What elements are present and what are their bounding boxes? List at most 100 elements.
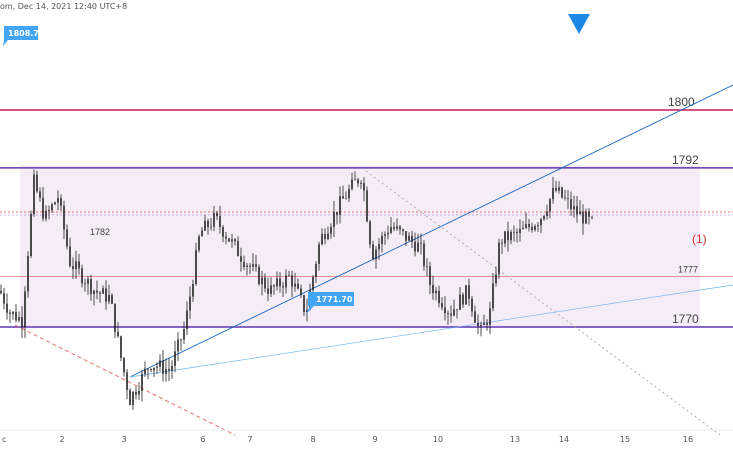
- candle-body: [498, 242, 500, 275]
- candle-body: [210, 226, 212, 228]
- candle-body: [480, 324, 482, 326]
- candle-body: [408, 235, 410, 241]
- candle-body: [369, 221, 371, 245]
- candle-body: [51, 204, 53, 211]
- candle-body: [444, 307, 446, 314]
- candle-body: [486, 322, 488, 325]
- down-arrow-marker[interactable]: [568, 14, 590, 34]
- candle-body: [423, 243, 425, 267]
- candle-body: [438, 290, 440, 304]
- candle-body: [201, 230, 203, 237]
- candle-body: [495, 274, 497, 284]
- candle-body: [399, 226, 401, 230]
- candle-body: [336, 212, 338, 215]
- candle-body: [312, 276, 314, 291]
- candle-body: [285, 275, 287, 288]
- callout-high[interactable]: 1808.72: [0, 26, 44, 46]
- candle-body: [306, 309, 308, 313]
- candle-body: [174, 351, 176, 366]
- candle-body: [558, 187, 560, 191]
- candle-body: [93, 290, 95, 295]
- candle-body: [375, 249, 377, 260]
- candle-body: [348, 188, 350, 199]
- candle-body: [12, 311, 14, 314]
- candle-body: [63, 205, 65, 230]
- candle-body: [327, 233, 329, 240]
- candle-body: [552, 188, 554, 200]
- candle-body: [351, 179, 353, 189]
- candle-body: [183, 329, 185, 340]
- candle-body: [372, 244, 374, 260]
- x-tick-label: 8: [310, 435, 315, 444]
- candle-body: [501, 242, 503, 244]
- candle-body: [153, 367, 155, 371]
- x-tick-label: 7: [247, 435, 252, 444]
- candle-body: [165, 368, 167, 374]
- candle-body: [504, 231, 506, 244]
- trendline-lower[interactable]: [129, 284, 733, 378]
- candle-body: [315, 263, 317, 277]
- candle-body: [135, 391, 137, 395]
- candle-body: [471, 298, 473, 312]
- candle-body: [27, 255, 29, 292]
- callout-low[interactable]: 1771.70: [306, 292, 354, 314]
- candle-body: [564, 197, 566, 199]
- candle-body: [342, 196, 344, 199]
- candle-body: [477, 322, 479, 326]
- candle-body: [60, 198, 62, 206]
- candle-body: [417, 242, 419, 252]
- chart-header: om, Dec 14, 2021 12:40 UTC+8: [0, 2, 128, 11]
- candle-body: [570, 199, 572, 210]
- candle-body: [294, 283, 296, 287]
- candle-body: [573, 206, 575, 210]
- candle-body: [147, 368, 149, 370]
- candle-body: [159, 360, 161, 367]
- candle-body: [249, 265, 251, 267]
- candle-body: [126, 372, 128, 391]
- candle-body: [87, 278, 89, 284]
- candle-body: [459, 294, 461, 310]
- candle-body: [261, 277, 263, 285]
- candle-body: [66, 229, 68, 247]
- candle-body: [111, 295, 113, 304]
- candle-body: [540, 219, 542, 226]
- candle-body: [534, 226, 536, 230]
- candle-body: [435, 290, 437, 294]
- candle-body: [6, 303, 8, 313]
- candle-body: [216, 212, 218, 217]
- candle-body: [264, 277, 266, 289]
- candle-body: [324, 234, 326, 240]
- trendline-main[interactable]: [129, 84, 733, 378]
- candle-body: [270, 285, 272, 294]
- candle-body: [186, 310, 188, 330]
- candle-body: [345, 198, 347, 200]
- candle-body: [150, 369, 152, 371]
- x-tick-label: 10: [433, 435, 443, 444]
- candle-body: [366, 190, 368, 222]
- candle-body: [267, 288, 269, 294]
- wave-label: (1): [692, 232, 707, 246]
- x-tick-label: 16: [683, 435, 693, 444]
- candle-body: [144, 368, 146, 374]
- candle-body: [300, 288, 302, 296]
- candle-body: [453, 309, 455, 316]
- candle-body: [15, 311, 17, 321]
- candle-body: [204, 220, 206, 231]
- candle-body: [450, 313, 452, 316]
- candle-body: [75, 261, 77, 270]
- candle-body: [303, 295, 305, 313]
- x-tick-label: 13: [510, 435, 520, 444]
- candle-body: [243, 261, 245, 267]
- level-label-1770: 1770: [672, 312, 699, 326]
- candle-body: [156, 366, 158, 368]
- candle-body: [546, 211, 548, 216]
- candle-body: [522, 227, 524, 229]
- candle-body: [456, 309, 458, 311]
- candle-body: [333, 212, 335, 227]
- candle-body: [78, 261, 80, 269]
- candle-body: [591, 216, 593, 218]
- candle-body: [180, 339, 182, 341]
- candle-body: [252, 264, 254, 267]
